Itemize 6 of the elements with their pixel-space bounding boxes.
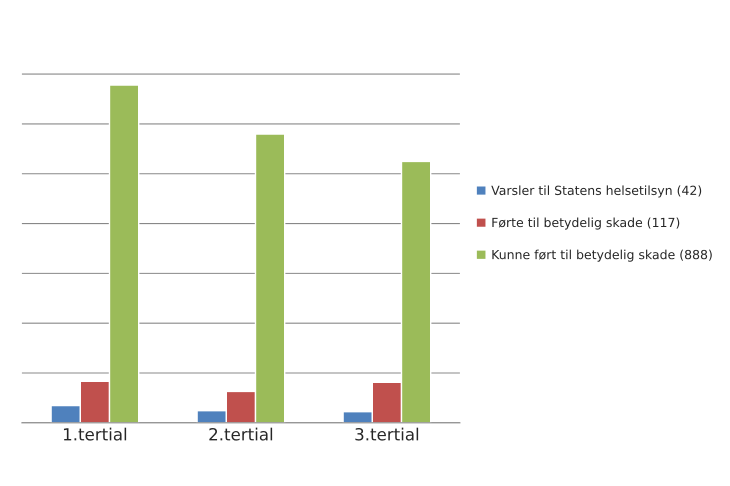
x-tick-label: 3.tertial: [355, 428, 418, 441]
x-tick-label: 1.tertial: [64, 428, 126, 441]
legend-label: Kunne ført til betydelig skade (888): [492, 250, 712, 262]
legend-label: Førte til betydelig skade (117): [492, 218, 680, 230]
legend-label: Varsler til Statens helsetilsyn (42): [491, 185, 702, 198]
x-tick-label: 2.tertial: [209, 428, 272, 441]
